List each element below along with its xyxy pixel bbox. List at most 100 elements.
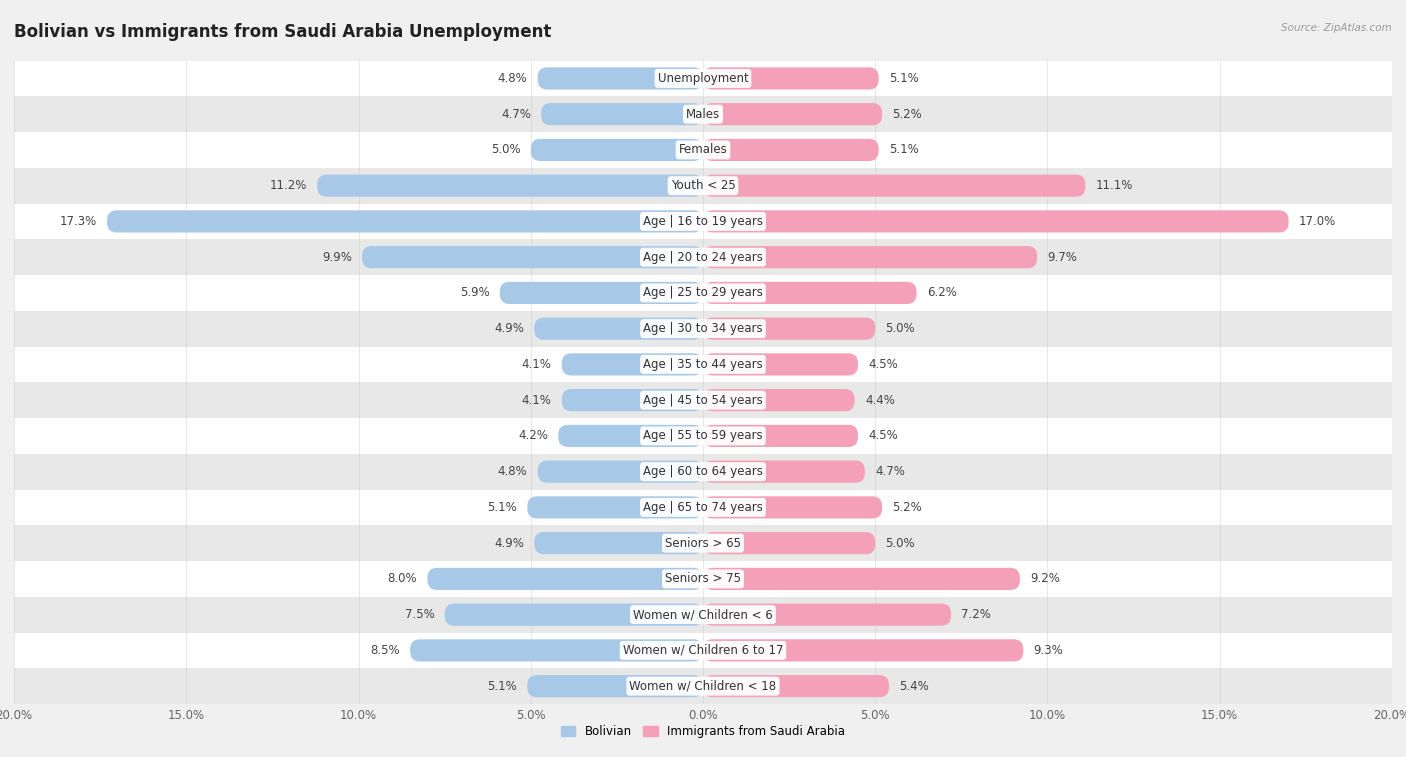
FancyBboxPatch shape xyxy=(703,175,1085,197)
FancyBboxPatch shape xyxy=(14,418,1392,453)
Text: 4.1%: 4.1% xyxy=(522,394,551,407)
Text: 4.5%: 4.5% xyxy=(869,429,898,442)
Text: 4.4%: 4.4% xyxy=(865,394,894,407)
FancyBboxPatch shape xyxy=(14,490,1392,525)
Text: Age | 25 to 29 years: Age | 25 to 29 years xyxy=(643,286,763,300)
FancyBboxPatch shape xyxy=(361,246,703,268)
FancyBboxPatch shape xyxy=(14,561,1392,597)
Text: Age | 35 to 44 years: Age | 35 to 44 years xyxy=(643,358,763,371)
Text: Age | 60 to 64 years: Age | 60 to 64 years xyxy=(643,465,763,478)
Text: Age | 20 to 24 years: Age | 20 to 24 years xyxy=(643,251,763,263)
Text: Source: ZipAtlas.com: Source: ZipAtlas.com xyxy=(1281,23,1392,33)
FancyBboxPatch shape xyxy=(703,103,882,125)
FancyBboxPatch shape xyxy=(703,67,879,89)
FancyBboxPatch shape xyxy=(14,239,1392,275)
Text: 4.7%: 4.7% xyxy=(875,465,905,478)
Text: Seniors > 75: Seniors > 75 xyxy=(665,572,741,585)
Text: 5.0%: 5.0% xyxy=(886,537,915,550)
Text: Seniors > 65: Seniors > 65 xyxy=(665,537,741,550)
Text: Age | 65 to 74 years: Age | 65 to 74 years xyxy=(643,501,763,514)
Text: 17.3%: 17.3% xyxy=(59,215,97,228)
FancyBboxPatch shape xyxy=(703,460,865,483)
FancyBboxPatch shape xyxy=(14,668,1392,704)
FancyBboxPatch shape xyxy=(527,675,703,697)
Text: 5.0%: 5.0% xyxy=(491,143,520,157)
Text: Unemployment: Unemployment xyxy=(658,72,748,85)
FancyBboxPatch shape xyxy=(427,568,703,590)
FancyBboxPatch shape xyxy=(703,532,875,554)
Text: 5.0%: 5.0% xyxy=(886,322,915,335)
FancyBboxPatch shape xyxy=(14,633,1392,668)
Legend: Bolivian, Immigrants from Saudi Arabia: Bolivian, Immigrants from Saudi Arabia xyxy=(557,721,849,743)
FancyBboxPatch shape xyxy=(562,354,703,375)
FancyBboxPatch shape xyxy=(534,532,703,554)
FancyBboxPatch shape xyxy=(703,318,875,340)
Text: Age | 55 to 59 years: Age | 55 to 59 years xyxy=(643,429,763,442)
FancyBboxPatch shape xyxy=(703,425,858,447)
FancyBboxPatch shape xyxy=(14,168,1392,204)
Text: 11.2%: 11.2% xyxy=(270,179,307,192)
FancyBboxPatch shape xyxy=(14,132,1392,168)
FancyBboxPatch shape xyxy=(558,425,703,447)
FancyBboxPatch shape xyxy=(703,210,1289,232)
FancyBboxPatch shape xyxy=(14,453,1392,490)
Text: Women w/ Children < 6: Women w/ Children < 6 xyxy=(633,608,773,621)
Text: 5.1%: 5.1% xyxy=(488,680,517,693)
FancyBboxPatch shape xyxy=(318,175,703,197)
Text: Bolivian vs Immigrants from Saudi Arabia Unemployment: Bolivian vs Immigrants from Saudi Arabia… xyxy=(14,23,551,41)
Text: Age | 16 to 19 years: Age | 16 to 19 years xyxy=(643,215,763,228)
Text: 5.1%: 5.1% xyxy=(889,143,918,157)
Text: 4.1%: 4.1% xyxy=(522,358,551,371)
FancyBboxPatch shape xyxy=(562,389,703,411)
FancyBboxPatch shape xyxy=(531,139,703,161)
FancyBboxPatch shape xyxy=(444,603,703,626)
FancyBboxPatch shape xyxy=(14,61,1392,96)
Text: Age | 30 to 34 years: Age | 30 to 34 years xyxy=(643,322,763,335)
Text: 17.0%: 17.0% xyxy=(1299,215,1336,228)
Text: 4.8%: 4.8% xyxy=(498,72,527,85)
Text: 5.2%: 5.2% xyxy=(893,107,922,120)
FancyBboxPatch shape xyxy=(107,210,703,232)
Text: 5.1%: 5.1% xyxy=(488,501,517,514)
FancyBboxPatch shape xyxy=(541,103,703,125)
FancyBboxPatch shape xyxy=(703,497,882,519)
Text: 4.7%: 4.7% xyxy=(501,107,531,120)
FancyBboxPatch shape xyxy=(14,204,1392,239)
FancyBboxPatch shape xyxy=(14,347,1392,382)
FancyBboxPatch shape xyxy=(537,460,703,483)
Text: 4.9%: 4.9% xyxy=(494,322,524,335)
FancyBboxPatch shape xyxy=(534,318,703,340)
Text: 8.0%: 8.0% xyxy=(388,572,418,585)
Text: 5.4%: 5.4% xyxy=(900,680,929,693)
Text: 6.2%: 6.2% xyxy=(927,286,956,300)
FancyBboxPatch shape xyxy=(527,497,703,519)
FancyBboxPatch shape xyxy=(14,382,1392,418)
FancyBboxPatch shape xyxy=(14,311,1392,347)
Text: 8.5%: 8.5% xyxy=(370,644,399,657)
FancyBboxPatch shape xyxy=(703,389,855,411)
Text: 7.5%: 7.5% xyxy=(405,608,434,621)
Text: 9.7%: 9.7% xyxy=(1047,251,1077,263)
Text: 11.1%: 11.1% xyxy=(1095,179,1133,192)
FancyBboxPatch shape xyxy=(703,246,1038,268)
FancyBboxPatch shape xyxy=(703,282,917,304)
FancyBboxPatch shape xyxy=(14,525,1392,561)
Text: Youth < 25: Youth < 25 xyxy=(671,179,735,192)
Text: 9.9%: 9.9% xyxy=(322,251,352,263)
FancyBboxPatch shape xyxy=(703,354,858,375)
Text: 4.2%: 4.2% xyxy=(519,429,548,442)
Text: 9.2%: 9.2% xyxy=(1031,572,1060,585)
FancyBboxPatch shape xyxy=(411,640,703,662)
FancyBboxPatch shape xyxy=(703,603,950,626)
Text: 5.9%: 5.9% xyxy=(460,286,489,300)
FancyBboxPatch shape xyxy=(703,139,879,161)
Text: 4.9%: 4.9% xyxy=(494,537,524,550)
FancyBboxPatch shape xyxy=(703,568,1019,590)
Text: 9.3%: 9.3% xyxy=(1033,644,1063,657)
Text: 4.8%: 4.8% xyxy=(498,465,527,478)
FancyBboxPatch shape xyxy=(703,640,1024,662)
FancyBboxPatch shape xyxy=(14,597,1392,633)
FancyBboxPatch shape xyxy=(14,96,1392,132)
FancyBboxPatch shape xyxy=(499,282,703,304)
Text: Women w/ Children < 18: Women w/ Children < 18 xyxy=(630,680,776,693)
